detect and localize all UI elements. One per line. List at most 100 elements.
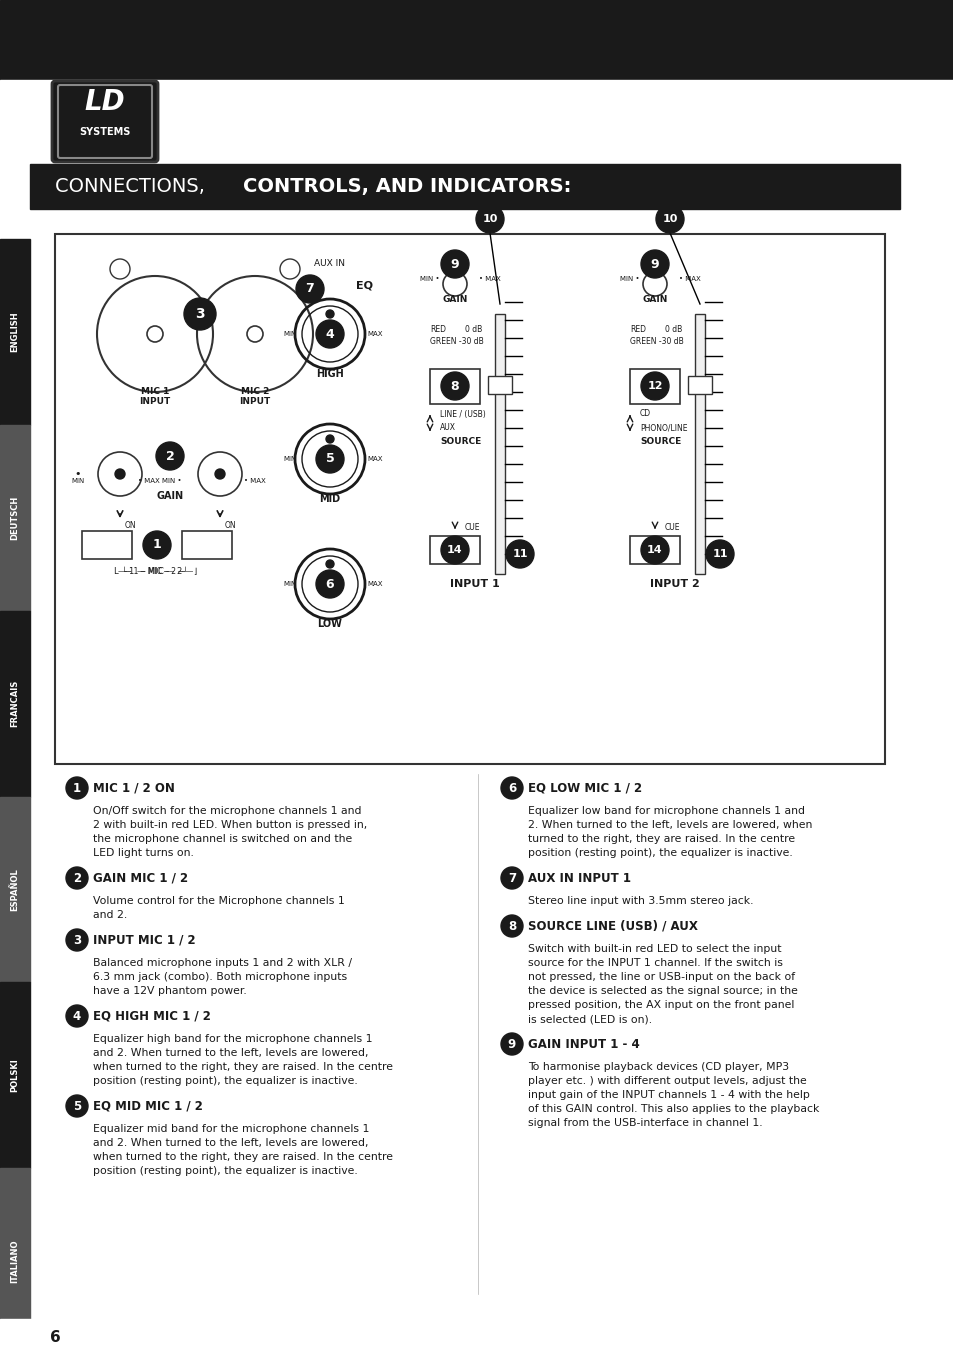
Text: 4: 4 — [325, 328, 334, 340]
Text: 8: 8 — [450, 379, 458, 393]
Bar — [695, 314, 704, 574]
Bar — [55, 234, 884, 764]
Circle shape — [500, 1033, 522, 1055]
Text: RED: RED — [629, 325, 645, 333]
Circle shape — [440, 250, 469, 278]
Text: 2: 2 — [72, 872, 81, 884]
Circle shape — [66, 1095, 88, 1117]
Text: 10: 10 — [661, 214, 677, 223]
Text: Balanced microphone inputs 1 and 2 with XLR /: Balanced microphone inputs 1 and 2 with … — [92, 959, 352, 968]
Text: the microphone channel is switched on and the: the microphone channel is switched on an… — [92, 834, 352, 844]
Text: CONTROLS, AND INDICATORS:: CONTROLS, AND INDICATORS: — [243, 177, 571, 196]
Circle shape — [500, 915, 522, 937]
Text: is selected (LED is on).: is selected (LED is on). — [527, 1014, 652, 1024]
Circle shape — [326, 561, 334, 567]
Bar — [0, 796, 30, 983]
Bar — [488, 376, 512, 394]
Text: Volume control for the Microphone channels 1: Volume control for the Microphone channe… — [92, 896, 344, 906]
Text: and 2. When turned to the left, levels are lowered,: and 2. When turned to the left, levels a… — [92, 1137, 368, 1148]
Text: 11: 11 — [512, 548, 527, 559]
Text: EQ HIGH MIC 1 / 2: EQ HIGH MIC 1 / 2 — [92, 1010, 211, 1022]
Text: 10: 10 — [482, 214, 497, 223]
Text: MIN: MIN — [283, 456, 296, 462]
Text: 0 dB: 0 dB — [664, 325, 681, 333]
Text: 6.3 mm jack (combo). Both microphone inputs: 6.3 mm jack (combo). Both microphone inp… — [92, 972, 347, 982]
Text: SOURCE: SOURCE — [439, 437, 480, 447]
Text: LED light turns on.: LED light turns on. — [92, 848, 193, 858]
Text: when turned to the right, they are raised. In the centre: when turned to the right, they are raise… — [92, 1062, 393, 1072]
Text: Equalizer mid band for the microphone channels 1: Equalizer mid band for the microphone ch… — [92, 1124, 369, 1135]
Circle shape — [505, 540, 534, 567]
Bar — [0, 80, 953, 171]
Text: 8: 8 — [507, 919, 516, 933]
Text: not pressed, the line or USB-input on the back of: not pressed, the line or USB-input on th… — [527, 972, 794, 982]
Circle shape — [66, 929, 88, 951]
Text: 2: 2 — [166, 450, 174, 463]
Circle shape — [500, 777, 522, 799]
Circle shape — [184, 298, 215, 330]
Text: GAIN INPUT 1 - 4: GAIN INPUT 1 - 4 — [527, 1037, 639, 1051]
Text: CD: CD — [639, 409, 651, 418]
Circle shape — [214, 468, 225, 479]
Text: 7: 7 — [305, 283, 314, 295]
Text: 11: 11 — [712, 548, 727, 559]
Text: 7: 7 — [507, 872, 516, 884]
Text: ITALIANO: ITALIANO — [10, 1239, 19, 1282]
Bar — [0, 1319, 953, 1354]
Bar — [82, 531, 132, 559]
Text: ENGLISH: ENGLISH — [10, 311, 19, 352]
Text: EQ MID MIC 1 / 2: EQ MID MIC 1 / 2 — [92, 1099, 203, 1113]
Text: ESPAÑOL: ESPAÑOL — [10, 868, 19, 911]
Text: 4: 4 — [72, 1010, 81, 1022]
Text: and 2.: and 2. — [92, 910, 127, 919]
Text: POLSKI: POLSKI — [10, 1059, 19, 1093]
Text: $\mathsf{L}$— 1 — MIC — 2 —$\mathsf{\rfloor}$: $\mathsf{L}$— 1 — MIC — 2 —$\mathsf{\rfl… — [112, 565, 197, 577]
Circle shape — [295, 275, 324, 303]
Text: 5: 5 — [325, 452, 334, 466]
Text: position (resting point), the equalizer is inactive.: position (resting point), the equalizer … — [92, 1076, 357, 1086]
Text: GAIN: GAIN — [641, 295, 667, 303]
Text: • MAX MIN •: • MAX MIN • — [138, 478, 182, 483]
Circle shape — [640, 372, 668, 399]
Text: MIC 2: MIC 2 — [240, 386, 269, 395]
Text: 6: 6 — [50, 1330, 60, 1345]
Circle shape — [66, 1005, 88, 1026]
Text: MIN •: MIN • — [619, 276, 639, 282]
Text: DEUTSCH: DEUTSCH — [10, 496, 19, 540]
Text: 5: 5 — [72, 1099, 81, 1113]
Circle shape — [640, 536, 668, 565]
Text: • MAX: • MAX — [478, 276, 500, 282]
Text: FRANCAIS: FRANCAIS — [10, 680, 19, 727]
Text: Switch with built-in red LED to select the input: Switch with built-in red LED to select t… — [527, 944, 781, 955]
Text: To harmonise playback devices (CD player, MP3: To harmonise playback devices (CD player… — [527, 1062, 788, 1072]
Bar — [182, 531, 232, 559]
Bar — [687, 376, 711, 394]
Circle shape — [476, 204, 503, 233]
Text: 6: 6 — [507, 781, 516, 795]
Text: 2. When turned to the left, levels are lowered, when: 2. When turned to the left, levels are l… — [527, 821, 812, 830]
Text: INPUT MIC 1 / 2: INPUT MIC 1 / 2 — [92, 933, 195, 946]
Text: signal from the USB-interface in channel 1.: signal from the USB-interface in channel… — [527, 1118, 761, 1128]
Circle shape — [143, 531, 171, 559]
Text: SOURCE: SOURCE — [639, 437, 680, 447]
Circle shape — [315, 445, 344, 473]
Text: source for the INPUT 1 channel. If the switch is: source for the INPUT 1 channel. If the s… — [527, 959, 782, 968]
Text: MID: MID — [319, 494, 340, 504]
Circle shape — [66, 777, 88, 799]
Text: EQ LOW MIC 1 / 2: EQ LOW MIC 1 / 2 — [527, 781, 641, 795]
Text: position (resting point), the equalizer is inactive.: position (resting point), the equalizer … — [527, 848, 792, 858]
Circle shape — [656, 204, 683, 233]
Text: MIN •: MIN • — [420, 276, 439, 282]
Text: LINE / (USB): LINE / (USB) — [439, 409, 485, 418]
Text: INPUT: INPUT — [239, 397, 271, 405]
Text: 2 with built-in red LED. When button is pressed in,: 2 with built-in red LED. When button is … — [92, 821, 367, 830]
Text: 3: 3 — [195, 307, 205, 321]
Circle shape — [315, 570, 344, 598]
Text: 1: 1 — [152, 539, 161, 551]
Text: CONNECTIONS,: CONNECTIONS, — [55, 177, 211, 196]
Text: 14: 14 — [646, 546, 662, 555]
Text: Stereo line input with 3.5mm stereo jack.: Stereo line input with 3.5mm stereo jack… — [527, 896, 753, 906]
Text: • MAX: • MAX — [244, 478, 266, 483]
Text: pressed position, the AX input on the front panel: pressed position, the AX input on the fr… — [527, 1001, 794, 1010]
Text: CUE: CUE — [664, 523, 679, 532]
